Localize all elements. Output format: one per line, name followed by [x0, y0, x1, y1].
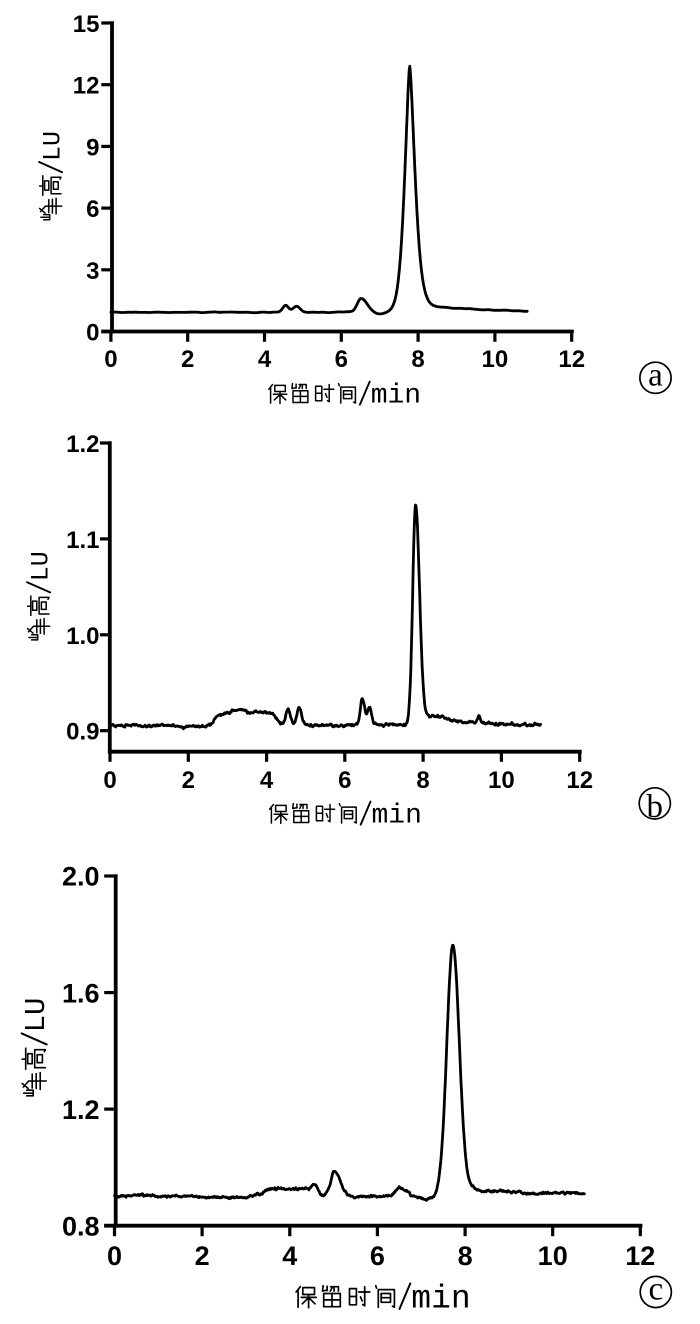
svg-text:1.2: 1.2: [66, 431, 99, 458]
svg-text:10: 10: [538, 1241, 568, 1271]
svg-text:3: 3: [86, 258, 99, 285]
svg-text:10: 10: [482, 346, 509, 373]
svg-text:0: 0: [107, 1241, 122, 1271]
svg-text:6: 6: [370, 1241, 385, 1271]
svg-text:1.1: 1.1: [66, 527, 99, 554]
svg-text:0.9: 0.9: [66, 719, 99, 746]
svg-text:a: a: [648, 357, 663, 393]
svg-text:8: 8: [416, 767, 429, 794]
svg-text:8: 8: [411, 346, 424, 373]
svg-text:b: b: [647, 789, 664, 825]
svg-text:4: 4: [282, 1241, 297, 1271]
svg-text:10: 10: [488, 767, 515, 794]
svg-text:0: 0: [104, 346, 117, 373]
svg-text:1.2: 1.2: [62, 1095, 100, 1125]
svg-text:4: 4: [260, 767, 274, 794]
svg-text:8: 8: [458, 1241, 473, 1271]
svg-text:0: 0: [103, 767, 116, 794]
svg-text:min: min: [411, 1280, 470, 1317]
svg-text:LU: LU: [20, 998, 53, 1033]
svg-text:0: 0: [86, 320, 99, 347]
svg-text:1.6: 1.6: [62, 978, 100, 1008]
svg-text:2: 2: [182, 767, 195, 794]
svg-text:6: 6: [86, 196, 99, 223]
svg-text:15: 15: [73, 11, 100, 38]
svg-text:6: 6: [335, 346, 348, 373]
svg-text:2: 2: [181, 346, 194, 373]
svg-text:12: 12: [558, 346, 585, 373]
svg-text:12: 12: [566, 767, 593, 794]
svg-text:9: 9: [86, 134, 99, 161]
svg-text:min: min: [371, 380, 421, 411]
svg-text:min: min: [372, 800, 422, 831]
svg-text:2: 2: [195, 1241, 210, 1271]
svg-text:1.0: 1.0: [66, 623, 99, 650]
svg-text:2.0: 2.0: [62, 862, 100, 892]
svg-text:6: 6: [338, 767, 351, 794]
svg-text:LU: LU: [27, 551, 56, 581]
svg-text:0.8: 0.8: [62, 1211, 100, 1241]
svg-text:4: 4: [258, 346, 272, 373]
svg-text:LU: LU: [39, 131, 68, 161]
svg-text:12: 12: [73, 73, 100, 100]
svg-text:12: 12: [625, 1241, 655, 1271]
svg-text:c: c: [648, 1271, 663, 1307]
